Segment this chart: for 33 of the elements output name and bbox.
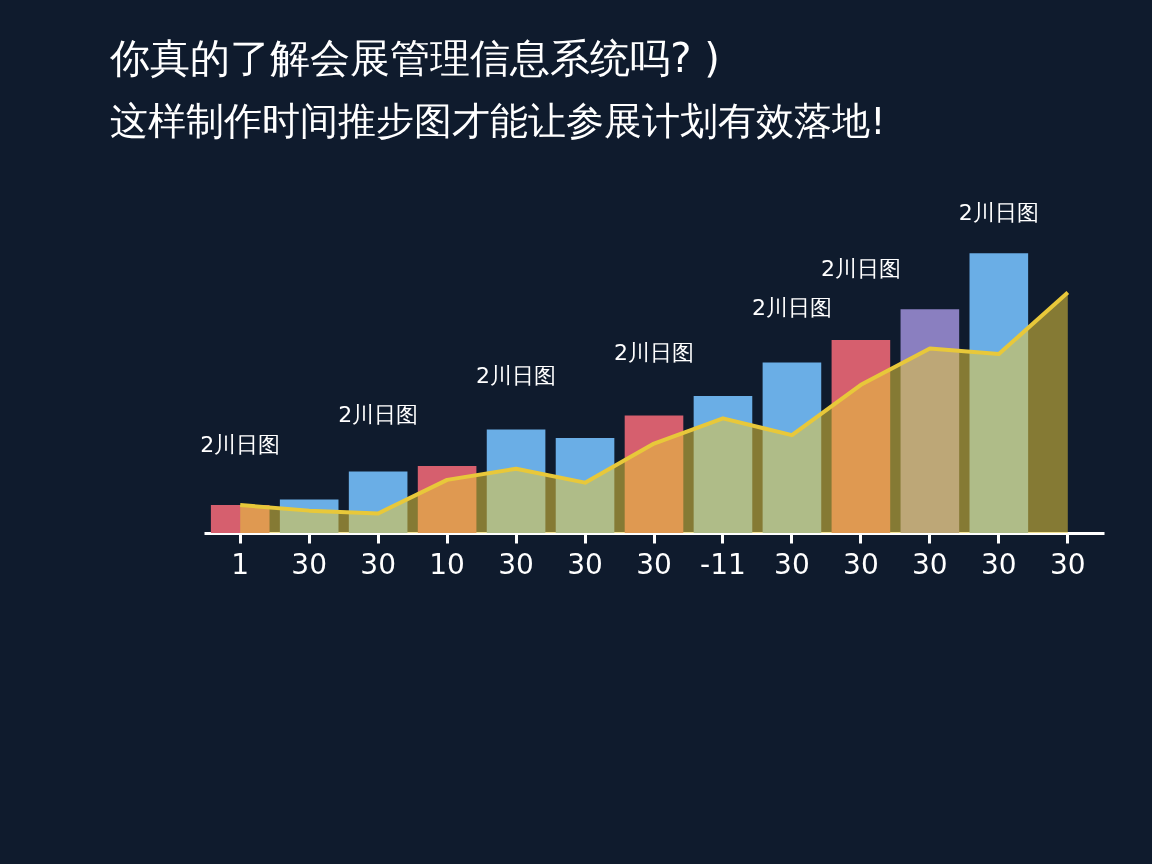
x-tick-label: 30 (774, 547, 810, 581)
annotation: 2川日图 (751, 295, 832, 321)
x-tick-label: 30 (981, 547, 1017, 581)
x-tick-label: -11 (700, 547, 746, 581)
x-tick-label: 30 (1049, 547, 1086, 581)
bar (348, 471, 408, 533)
bar (624, 415, 684, 533)
x-tick-label: 1 (231, 547, 250, 581)
bar (693, 395, 753, 533)
x-tick-label: 30 (636, 547, 672, 581)
annotation: 2川日图 (614, 340, 694, 366)
chart-subtitle: 这样制作时间推步图才能让参展计划有效落地! (110, 99, 886, 144)
annotation: 2川日图 (820, 256, 901, 282)
bar (417, 465, 477, 533)
annotation: 2川日图 (338, 401, 419, 427)
bar (555, 437, 615, 533)
x-tick-label: 30 (912, 547, 948, 581)
bar (969, 253, 1029, 533)
x-tick-label: 30 (498, 547, 534, 581)
annotation: 2川日图 (476, 362, 557, 388)
bar (831, 340, 891, 533)
bar (210, 505, 270, 533)
x-tick-label: 30 (360, 547, 396, 581)
bar (486, 429, 546, 533)
text: 2川日图 (958, 200, 1039, 226)
annotation: 2川日图 (200, 432, 281, 458)
x-tick-label: 30 (567, 547, 603, 581)
chart-title: 你真的了解会展管理信息系统吗? ) (109, 35, 720, 82)
bar (900, 309, 960, 533)
bar (762, 362, 822, 533)
x-tick-label: 30 (843, 547, 879, 581)
x-tick-label: 30 (291, 547, 327, 581)
x-tick-label: 10 (429, 547, 465, 581)
